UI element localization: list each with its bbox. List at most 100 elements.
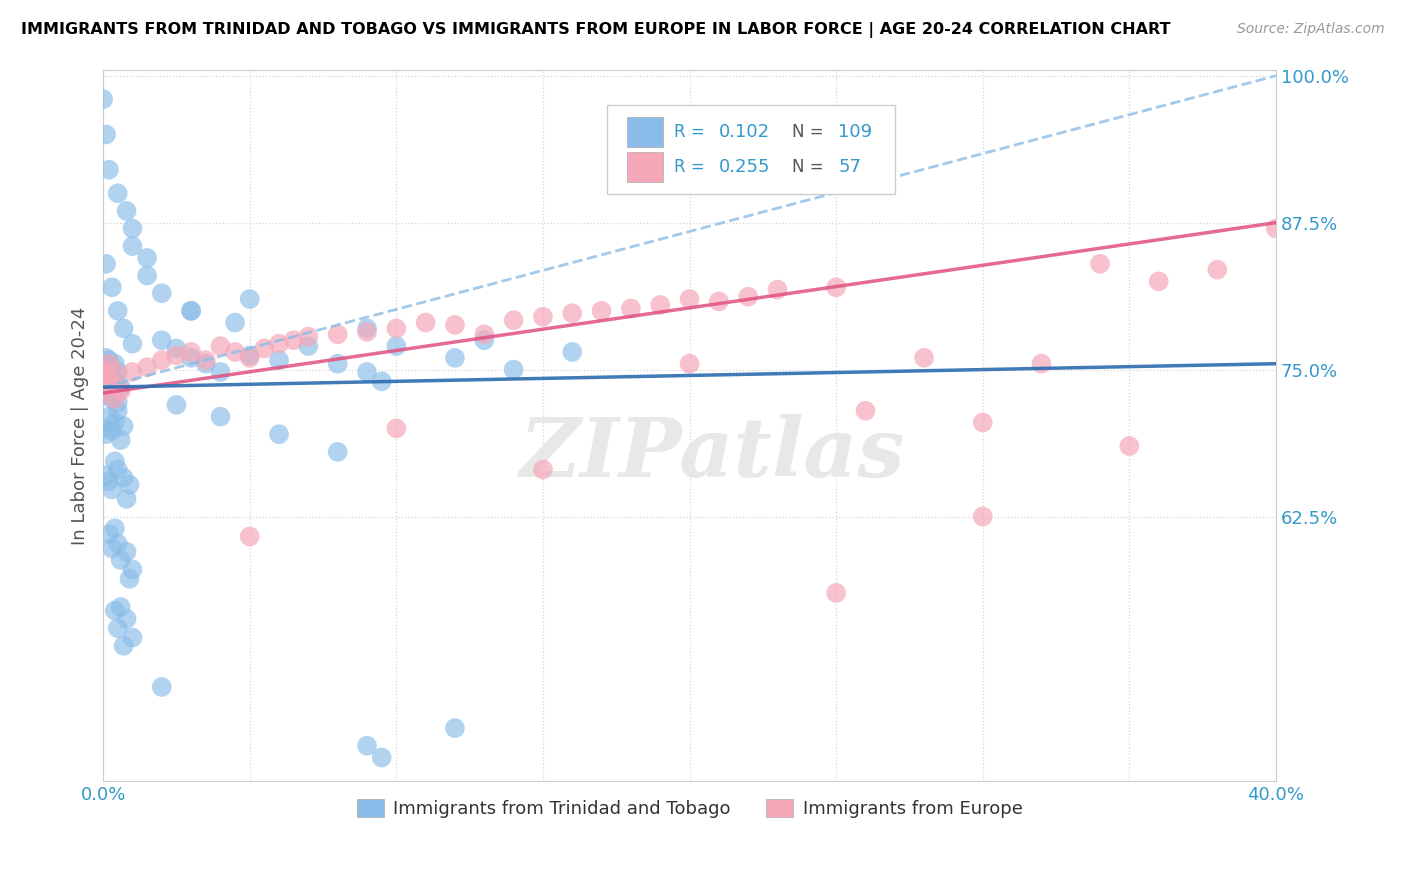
Point [98, 357, 121, 371]
Point [112, 419, 135, 434]
Point [444, 318, 467, 332]
Point [107, 403, 129, 417]
Point [224, 345, 246, 359]
Point [650, 298, 672, 312]
Point [150, 333, 173, 347]
Point [112, 639, 135, 653]
Point [107, 462, 129, 476]
Text: IMMIGRANTS FROM TRINIDAD AND TOBAGO VS IMMIGRANTS FROM EUROPE IN LABOR FORCE | A: IMMIGRANTS FROM TRINIDAD AND TOBAGO VS I… [21, 22, 1171, 38]
Point [194, 353, 217, 368]
Point [253, 342, 276, 356]
Point [121, 239, 143, 253]
Point [531, 310, 554, 324]
Point [737, 290, 759, 304]
Point [94, 368, 117, 383]
Point [91, 421, 114, 435]
Point [825, 280, 848, 294]
Point [707, 294, 730, 309]
Point [91, 362, 114, 376]
Point [531, 462, 554, 476]
Point [444, 721, 467, 735]
Point [91, 362, 114, 376]
Point [561, 306, 583, 320]
Point [678, 357, 700, 371]
Point [472, 333, 495, 347]
Point [91, 92, 114, 106]
Point [591, 303, 613, 318]
Text: R =: R = [675, 123, 710, 141]
Point [180, 303, 202, 318]
Point [112, 471, 135, 485]
Point [104, 603, 127, 617]
Point [1118, 439, 1140, 453]
Legend: Immigrants from Trinidad and Tobago, Immigrants from Europe: Immigrants from Trinidad and Tobago, Imm… [350, 792, 1029, 825]
Point [472, 327, 495, 342]
Point [267, 353, 290, 368]
Point [101, 375, 124, 389]
Point [1265, 221, 1288, 235]
Point [101, 376, 124, 391]
Point [104, 392, 127, 406]
Point [326, 445, 349, 459]
Point [150, 680, 173, 694]
Point [912, 351, 935, 365]
Point [107, 365, 129, 379]
Point [180, 303, 202, 318]
Point [267, 427, 290, 442]
Point [104, 357, 127, 371]
Point [283, 333, 305, 347]
Point [855, 403, 877, 417]
Point [94, 380, 117, 394]
Text: 57: 57 [838, 158, 862, 177]
Point [112, 321, 135, 335]
Point [104, 454, 127, 468]
Point [165, 342, 187, 356]
Y-axis label: In Labor Force | Age 20-24: In Labor Force | Age 20-24 [72, 306, 89, 545]
Point [101, 541, 124, 556]
Point [356, 321, 378, 335]
Text: Source: ZipAtlas.com: Source: ZipAtlas.com [1237, 22, 1385, 37]
Point [115, 203, 138, 218]
Text: 0.102: 0.102 [718, 123, 770, 141]
Point [121, 562, 143, 576]
FancyBboxPatch shape [627, 153, 662, 182]
FancyBboxPatch shape [607, 105, 894, 194]
Point [91, 386, 114, 401]
Point [115, 612, 138, 626]
Point [385, 321, 408, 335]
Point [121, 221, 143, 235]
Point [370, 750, 392, 764]
Point [972, 416, 994, 430]
Point [94, 351, 117, 365]
Point [107, 621, 129, 635]
Point [180, 345, 202, 359]
Point [121, 631, 143, 645]
Point [209, 365, 232, 379]
Point [104, 416, 127, 430]
Point [385, 339, 408, 353]
Point [1147, 274, 1170, 288]
Point [101, 483, 124, 497]
Point [121, 336, 143, 351]
Point [297, 339, 319, 353]
Point [297, 329, 319, 343]
Point [165, 349, 187, 363]
Text: ZIPatlas: ZIPatlas [520, 414, 905, 494]
Point [104, 365, 127, 379]
Point [385, 421, 408, 435]
Point [110, 380, 132, 394]
Point [415, 316, 437, 330]
Text: N =: N = [792, 158, 828, 177]
Point [101, 362, 124, 376]
Point [104, 375, 127, 389]
Point [239, 529, 262, 543]
Point [224, 316, 246, 330]
Point [267, 336, 290, 351]
Point [239, 349, 262, 363]
Point [110, 600, 132, 615]
Text: R =: R = [675, 158, 710, 177]
Point [239, 351, 262, 365]
Point [101, 392, 124, 406]
Point [98, 353, 121, 368]
Point [165, 398, 187, 412]
